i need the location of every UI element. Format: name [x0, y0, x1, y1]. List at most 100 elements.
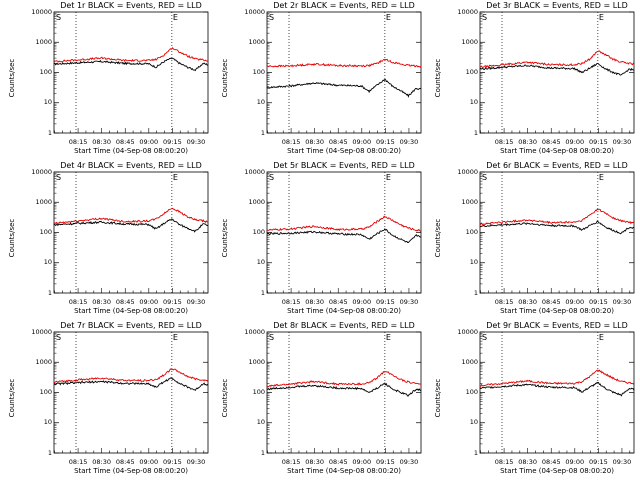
x-tick-label: 08:45 [541, 138, 561, 146]
y-tick-label: 1000 [461, 37, 478, 46]
y-axis-label: Counts/sec [221, 58, 229, 98]
x-tick-label: 08:15 [281, 298, 301, 306]
y-tick-label: 10 [43, 258, 52, 267]
y-tick-label: 10000 [31, 167, 52, 176]
x-axis-label: Start Time (04-Sep-08 08:00:20) [287, 307, 401, 315]
x-tick-label: 08:30 [518, 138, 538, 146]
x-tick-label: 08:30 [305, 138, 325, 146]
x-tick-label: 09:30 [186, 458, 206, 466]
x-tick-label: 09:30 [399, 138, 419, 146]
y-tick-label: 10000 [244, 327, 265, 336]
y-tick-label: 100 [465, 388, 478, 396]
y-tick-label: 10000 [457, 327, 478, 336]
panel-title: Det 7r BLACK = Events, RED = LLD [60, 321, 202, 330]
x-tick-label: 08:15 [281, 458, 301, 466]
y-tick-label: 100 [39, 388, 52, 396]
x-tick-label: 09:00 [352, 458, 372, 466]
y-tick-label: 10 [43, 418, 52, 427]
start-marker: S [56, 173, 61, 182]
y-tick-label: 1000 [248, 37, 265, 46]
y-tick-label: 10 [43, 98, 52, 107]
x-tick-label: 09:30 [612, 458, 632, 466]
y-tick-label: 1000 [248, 197, 265, 206]
x-tick-label: 08:15 [281, 138, 301, 146]
lld-series-line [266, 370, 422, 388]
events-series-line [53, 218, 209, 233]
y-tick-label: 100 [39, 228, 52, 236]
start-marker: S [269, 13, 274, 22]
detector-panel-7: S E Det 7r BLACK = Events, RED = LLD Counts… [0, 320, 213, 480]
y-tick-label: 10000 [31, 7, 52, 16]
x-tick-label: 08:45 [115, 458, 135, 466]
x-tick-label: 09:00 [565, 138, 585, 146]
x-tick-label: 09:00 [565, 458, 585, 466]
y-tick-label: 10 [256, 98, 265, 107]
x-tick-label: 08:45 [328, 298, 348, 306]
x-tick-label: 08:15 [494, 298, 514, 306]
y-tick-label: 1000 [35, 197, 52, 206]
panel-title: Det 3r BLACK = Events, RED = LLD [486, 1, 628, 10]
events-series-line [53, 377, 209, 391]
y-tick-label: 100 [39, 68, 52, 76]
x-tick-label: 08:30 [305, 458, 325, 466]
detector-panel-2: S E Det 2r BLACK = Events, RED = LLD Counts… [213, 0, 426, 160]
x-tick-label: 08:30 [92, 298, 112, 306]
x-tick-label: 09:00 [352, 298, 372, 306]
y-tick-label: 10000 [457, 7, 478, 16]
y-axis-label: Counts/sec [221, 378, 229, 418]
y-tick-label: 10000 [244, 7, 265, 16]
x-tick-label: 09:00 [139, 458, 159, 466]
x-tick-label: 08:15 [494, 458, 514, 466]
x-tick-label: 09:15 [376, 298, 395, 306]
start-marker: S [482, 333, 487, 342]
y-tick-label: 10 [469, 418, 478, 427]
x-tick-label: 09:15 [376, 138, 395, 146]
plot-frame [479, 11, 635, 134]
plot-frame [266, 171, 422, 294]
x-tick-label: 09:00 [139, 298, 159, 306]
y-tick-label: 100 [252, 228, 265, 236]
y-axis-label: Counts/sec [8, 218, 16, 258]
x-tick-label: 08:15 [68, 138, 88, 146]
x-axis-label: Start Time (04-Sep-08 08:00:20) [74, 467, 188, 475]
detector-panel-1: S E Det 1r BLACK = Events, RED = LLD Counts… [0, 0, 213, 160]
x-tick-label: 09:15 [163, 458, 182, 466]
y-tick-label: 10 [469, 98, 478, 107]
panel-title: Det 6r BLACK = Events, RED = LLD [486, 161, 628, 170]
x-tick-label: 08:45 [328, 138, 348, 146]
plot-frame [266, 11, 422, 134]
end-marker: E [386, 13, 391, 22]
end-marker: E [599, 13, 604, 22]
lld-series-line [53, 368, 209, 384]
x-tick-label: 09:00 [352, 138, 372, 146]
panel-title: Det 5r BLACK = Events, RED = LLD [273, 161, 415, 170]
x-tick-label: 08:30 [305, 298, 325, 306]
plot-frame [53, 171, 209, 294]
lld-series-line [53, 47, 209, 63]
start-marker: S [482, 13, 487, 22]
y-tick-label: 10 [256, 418, 265, 427]
events-series-line [266, 382, 422, 397]
x-tick-label: 08:30 [518, 458, 538, 466]
plot-frame [479, 331, 635, 454]
y-tick-label: 10 [256, 258, 265, 267]
events-series-line [266, 228, 422, 244]
plot-frame [266, 331, 422, 454]
detector-panel-4: S E Det 4r BLACK = Events, RED = LLD Counts… [0, 160, 213, 320]
y-tick-label: 1000 [461, 197, 478, 206]
x-tick-label: 08:30 [518, 298, 538, 306]
y-tick-label: 1 [260, 288, 265, 297]
y-tick-label: 100 [465, 68, 478, 76]
lld-series-line [266, 215, 422, 232]
y-tick-label: 10000 [244, 167, 265, 176]
end-marker: E [386, 173, 391, 182]
y-tick-label: 1000 [248, 357, 265, 366]
lld-series-line [53, 207, 208, 224]
detector-panel-6: S E Det 6r BLACK = Events, RED = LLD Counts… [426, 160, 639, 320]
end-marker: E [173, 173, 178, 182]
detector-panel-3: S E Det 3r BLACK = Events, RED = LLD Counts… [426, 0, 639, 160]
